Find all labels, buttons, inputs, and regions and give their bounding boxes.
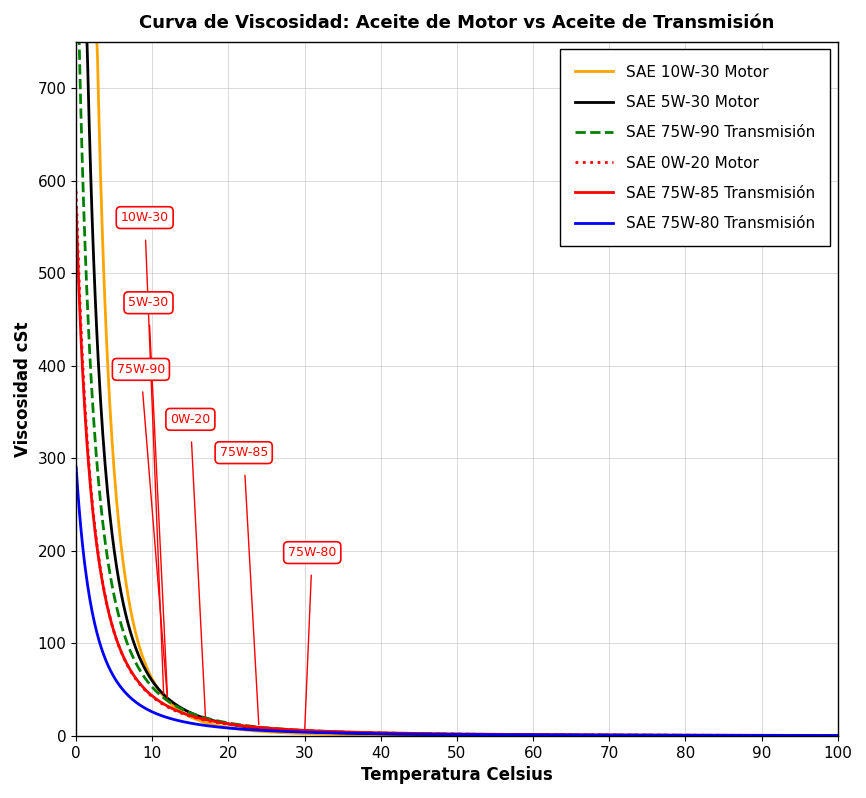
SAE 75W-80 Transmisión [71, 463, 81, 472]
SAE 75W-85 Transmisión [678, 730, 688, 740]
SAE 10W-30 Motor [406, 730, 417, 740]
Text: 10W-30: 10W-30 [120, 211, 169, 693]
SAE 5W-30 Motor [71, 33, 81, 42]
SAE 75W-80 Transmisión [406, 729, 417, 739]
Legend: SAE 10W-30 Motor, SAE 5W-30 Motor, SAE 75W-90 Transmisión, SAE 0W-20 Motor, SAE : SAE 10W-30 Motor, SAE 5W-30 Motor, SAE 7… [559, 49, 830, 247]
Line: SAE 75W-90 Transmisión: SAE 75W-90 Transmisión [76, 38, 837, 736]
SAE 75W-85 Transmisión [832, 731, 843, 741]
Text: 75W-80: 75W-80 [288, 546, 336, 729]
SAE 75W-85 Transmisión [406, 729, 417, 738]
SAE 5W-30 Motor [678, 731, 688, 741]
Line: SAE 75W-85 Transmisión: SAE 75W-85 Transmisión [76, 209, 837, 736]
SAE 75W-90 Transmisión [149, 684, 159, 693]
SAE 75W-85 Transmisión [665, 730, 675, 740]
SAE 0W-20 Motor [678, 730, 688, 740]
SAE 10W-30 Motor [71, 33, 81, 42]
SAE 75W-80 Transmisión [678, 730, 688, 740]
SAE 75W-85 Transmisión [71, 204, 81, 214]
SAE 0W-20 Motor [832, 731, 843, 741]
SAE 10W-30 Motor [594, 731, 604, 741]
Line: SAE 10W-30 Motor: SAE 10W-30 Motor [76, 38, 837, 736]
SAE 10W-30 Motor [149, 678, 159, 687]
SAE 5W-30 Motor [406, 729, 417, 739]
SAE 75W-90 Transmisión [594, 730, 604, 740]
SAE 0W-20 Motor [665, 730, 675, 740]
SAE 10W-30 Motor [678, 731, 688, 741]
SAE 10W-30 Motor [665, 731, 675, 741]
SAE 75W-90 Transmisión [379, 729, 390, 738]
Text: 75W-90: 75W-90 [117, 363, 167, 698]
SAE 75W-90 Transmisión [678, 730, 688, 740]
Title: Curva de Viscosidad: Aceite de Motor vs Aceite de Transmisión: Curva de Viscosidad: Aceite de Motor vs … [139, 14, 774, 32]
SAE 75W-90 Transmisión [406, 729, 417, 738]
Line: SAE 75W-80 Transmisión: SAE 75W-80 Transmisión [76, 468, 837, 736]
SAE 75W-80 Transmisión [149, 708, 159, 717]
SAE 0W-20 Motor [406, 729, 417, 738]
Text: 75W-85: 75W-85 [219, 446, 268, 725]
SAE 0W-20 Motor [149, 693, 159, 703]
SAE 75W-90 Transmisión [71, 33, 81, 42]
Text: 0W-20: 0W-20 [171, 413, 210, 717]
SAE 5W-30 Motor [832, 731, 843, 741]
SAE 5W-30 Motor [149, 678, 159, 688]
SAE 5W-30 Motor [594, 731, 604, 741]
SAE 75W-80 Transmisión [665, 730, 675, 740]
SAE 75W-85 Transmisión [594, 730, 604, 740]
SAE 10W-30 Motor [832, 731, 843, 741]
Line: SAE 5W-30 Motor: SAE 5W-30 Motor [76, 38, 837, 736]
SAE 0W-20 Motor [594, 730, 604, 740]
Text: 5W-30: 5W-30 [128, 296, 169, 695]
SAE 5W-30 Motor [379, 729, 390, 739]
SAE 75W-80 Transmisión [379, 729, 390, 738]
X-axis label: Temperatura Celsius: Temperatura Celsius [361, 766, 553, 784]
SAE 75W-90 Transmisión [832, 731, 843, 741]
SAE 75W-90 Transmisión [665, 730, 675, 740]
SAE 75W-80 Transmisión [832, 731, 843, 741]
SAE 75W-80 Transmisión [594, 730, 604, 740]
SAE 75W-85 Transmisión [379, 728, 390, 737]
SAE 75W-85 Transmisión [149, 693, 159, 702]
SAE 5W-30 Motor [665, 731, 675, 741]
Line: SAE 0W-20 Motor: SAE 0W-20 Motor [76, 192, 837, 736]
SAE 0W-20 Motor [71, 187, 81, 196]
Y-axis label: Viscosidad cSt: Viscosidad cSt [14, 321, 32, 456]
SAE 0W-20 Motor [379, 729, 390, 738]
SAE 10W-30 Motor [379, 730, 390, 740]
